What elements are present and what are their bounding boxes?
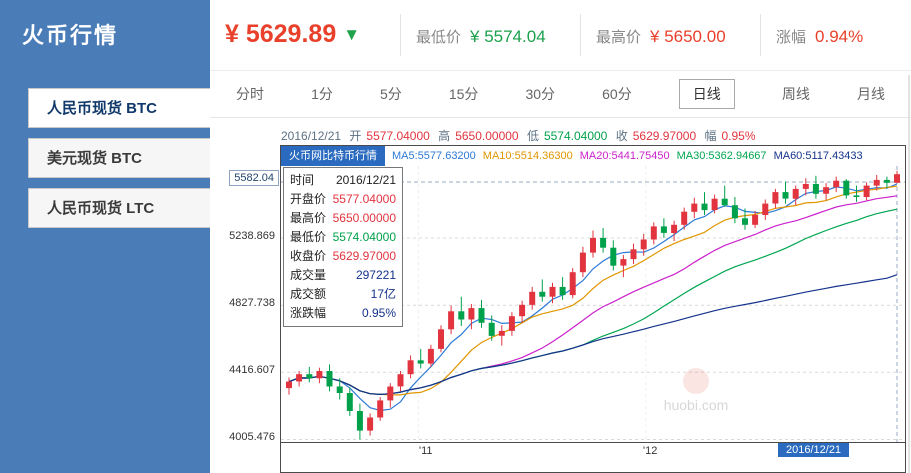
tooltip-value: 5577.04000	[332, 192, 396, 206]
tab-30min[interactable]: 30分	[525, 86, 556, 102]
sidebar-item-label: 美元现货 BTC	[47, 150, 142, 167]
high-price-value: ¥ 5650.00	[650, 27, 726, 46]
last-price-block: ¥ 5629.89 ▼	[225, 20, 360, 49]
high-value: 5650.00000	[455, 129, 519, 143]
change-pct-label: 幅	[704, 129, 717, 143]
candlestick-chart[interactable]	[281, 166, 905, 442]
low-label: 低	[526, 129, 539, 143]
ohlc-summary: 2016/12/21 开 5577.04000 高 5650.00000 低 5574…	[281, 127, 761, 144]
change-value: 0.94%	[815, 27, 864, 46]
y-axis-label: 4827.738	[229, 297, 275, 309]
ma20-readout: MA20:5441.75450	[579, 150, 670, 162]
x-axis-label-nov: '11	[419, 445, 433, 457]
right-edge-divider	[908, 75, 910, 473]
app-title: 火币行情	[22, 23, 119, 48]
tooltip-value: 17亿	[370, 287, 396, 301]
tooltip-row: 成交额 17亿	[290, 285, 396, 304]
tab-5min[interactable]: 5分	[379, 86, 402, 102]
tooltip-label: 成交额	[290, 287, 327, 301]
sidebar-item-label: 人民币现货 LTC	[47, 200, 155, 217]
low-value: 5574.04000	[543, 129, 608, 143]
low-price-label: 最低价	[416, 29, 462, 46]
open-label: 开	[349, 129, 362, 143]
chart-tooltip: 时间 2016/12/21 开盘价 5577.04000 最高价 5650.00000…	[283, 167, 403, 327]
ma5-readout: MA5:5577.63200	[392, 150, 476, 162]
tooltip-value: 5574.04000	[332, 230, 396, 244]
close-label: 收	[615, 129, 628, 143]
header-divider	[760, 14, 761, 56]
x-axis-strip: '11 '12 2016/12/21	[281, 442, 905, 460]
chart-title-tab: 火币网比特币行情	[281, 146, 385, 166]
tab-1min[interactable]: 1分	[311, 86, 333, 102]
y-axis-crosshair-label: 5582.04	[229, 170, 279, 186]
high-price-stat: 最高价 ¥ 5650.00	[596, 26, 726, 47]
tooltip-row: 时间 2016/12/21	[290, 171, 396, 190]
tooltip-label: 开盘价	[290, 192, 327, 206]
tab-weekly[interactable]: 周线	[781, 86, 810, 102]
low-price-stat: 最低价 ¥ 5574.04	[416, 26, 546, 47]
high-price-label: 最高价	[596, 29, 642, 46]
sidebar: 火币行情 人民币现货 BTC 美元现货 BTC 人民币现货 LTC	[0, 0, 210, 473]
header-divider	[580, 14, 581, 56]
tooltip-row: 开盘价 5577.04000	[290, 190, 396, 209]
tooltip-label: 收盘价	[290, 249, 327, 263]
ohlc-date: 2016/12/21	[281, 129, 342, 143]
y-axis-label: 4005.476	[229, 431, 275, 443]
close-value: 5629.97000	[632, 129, 697, 143]
ma60-readout: MA60:5117.43433	[773, 150, 863, 162]
high-label: 高	[438, 129, 451, 143]
tooltip-label: 时间	[290, 173, 315, 187]
tab-15min[interactable]: 15分	[448, 86, 479, 102]
tab-monthly[interactable]: 月线	[856, 86, 885, 102]
tab-daily[interactable]: 日线	[678, 79, 735, 109]
tooltip-row: 涨跌幅 0.95%	[290, 304, 396, 323]
ma10-readout: MA10:5514.36300	[482, 150, 573, 162]
x-axis-crosshair-date: 2016/12/21	[778, 443, 850, 457]
change-pct-value: 0.95%	[721, 129, 756, 143]
tooltip-label: 最高价	[290, 211, 327, 225]
sidebar-item-cny-ltc[interactable]: 人民币现货 LTC	[28, 188, 210, 228]
tooltip-row: 最低价 5574.04000	[290, 228, 396, 247]
open-value: 5577.04000	[366, 129, 430, 143]
sidebar-item-label: 人民币现货 BTC	[47, 100, 157, 117]
tooltip-label: 成交量	[290, 268, 327, 282]
tooltip-value: 5650.00000	[332, 211, 396, 225]
price-down-arrow-icon: ▼	[343, 25, 361, 44]
ma30-readout: MA30:5362.94667	[676, 150, 767, 162]
tooltip-value: 297221	[355, 268, 396, 282]
timeframe-tabs: 分时 1分 5分 15分 30分 60分 日线 周线 月线	[210, 71, 911, 118]
tooltip-value: 0.95%	[361, 306, 396, 320]
sidebar-item-cny-btc[interactable]: 人民币现货 BTC	[28, 88, 210, 128]
volume-pane-clipped	[280, 460, 906, 473]
y-axis-label: 5238.869	[229, 230, 275, 242]
chart-header-bar: 火币网比特币行情 MA5:5577.63200 MA10:5514.36300 …	[281, 146, 905, 166]
header-divider	[400, 14, 401, 56]
tooltip-row: 成交量 297221	[290, 266, 396, 285]
tooltip-label: 涨跌幅	[290, 306, 327, 320]
tooltip-value: 2016/12/21	[335, 173, 396, 187]
last-price: ¥ 5629.89	[225, 20, 337, 48]
tab-timeshare[interactable]: 分时	[236, 86, 264, 102]
tooltip-row: 收盘价 5629.97000	[290, 247, 396, 266]
tooltip-row: 最高价 5650.00000	[290, 209, 396, 228]
low-price-value: ¥ 5574.04	[470, 27, 546, 46]
tooltip-value: 5629.97000	[332, 249, 396, 263]
tab-60min[interactable]: 60分	[602, 86, 632, 102]
quote-header: ¥ 5629.89 ▼ 最低价 ¥ 5574.04 最高价 ¥ 5650.00 …	[210, 0, 911, 71]
kline-chart-panel: 火币网比特币行情 MA5:5577.63200 MA10:5514.36300 …	[280, 145, 906, 460]
tooltip-label: 最低价	[290, 230, 327, 244]
sidebar-item-usd-btc[interactable]: 美元现货 BTC	[28, 138, 210, 178]
change-stat: 涨幅 0.94%	[776, 26, 863, 47]
x-axis-label-dec: '12	[643, 445, 658, 457]
change-label: 涨幅	[776, 29, 807, 46]
y-axis-label: 4416.607	[229, 364, 275, 376]
